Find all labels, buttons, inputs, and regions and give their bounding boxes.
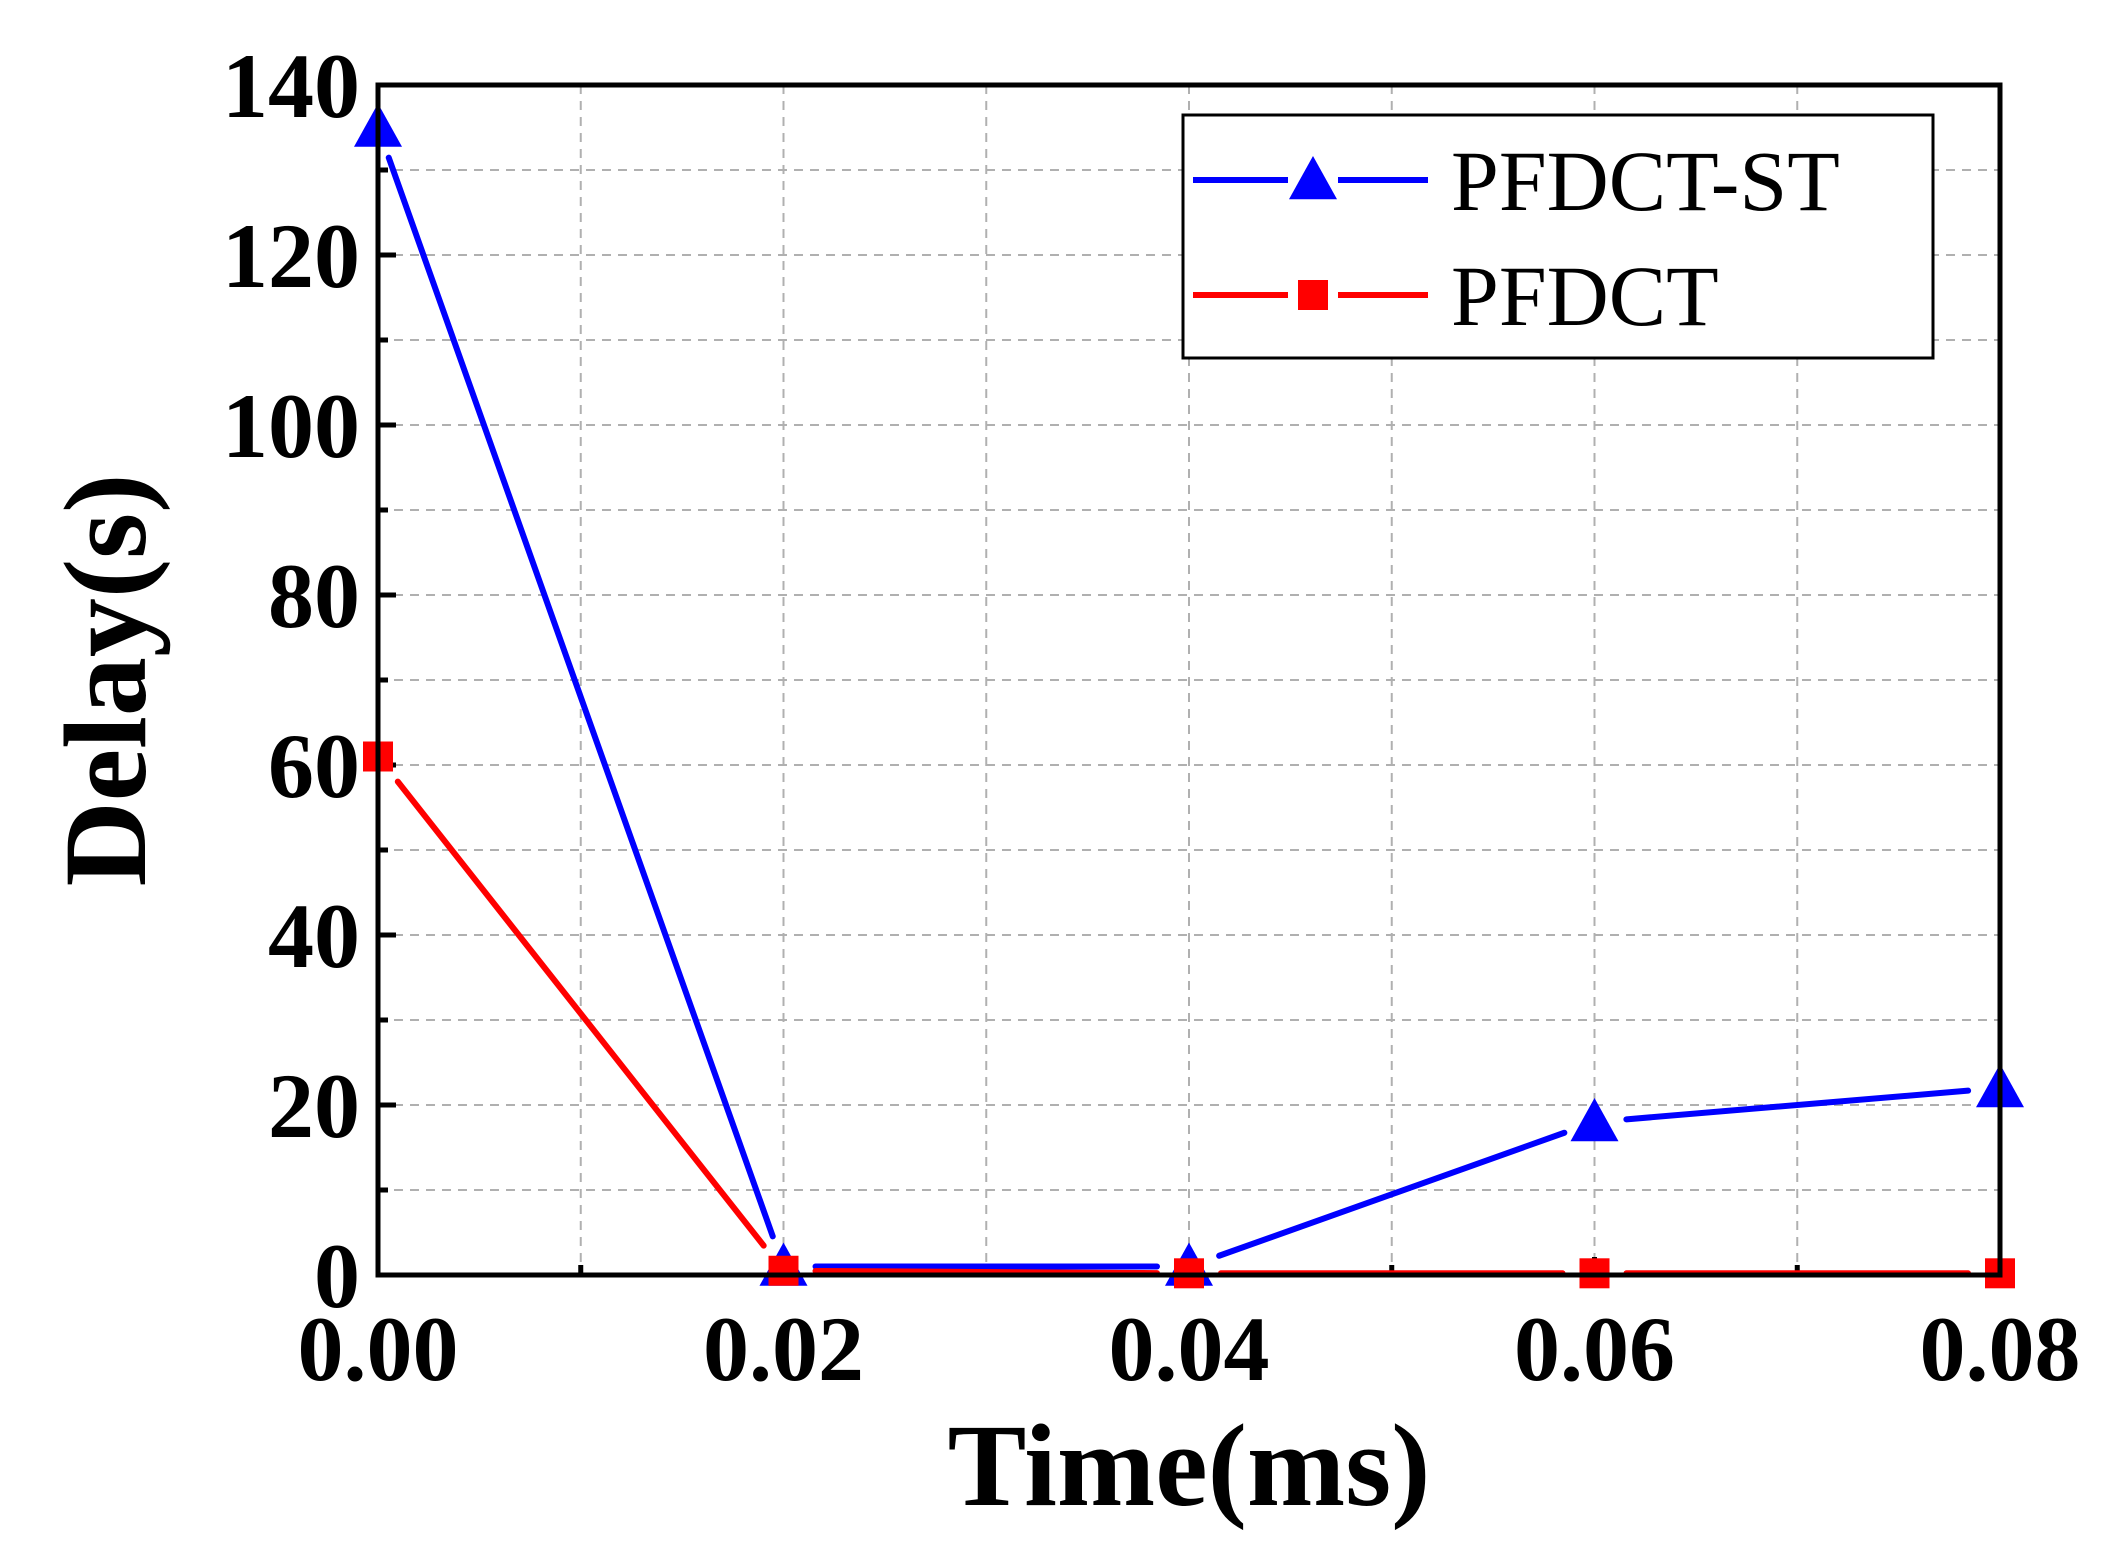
legend-box: [1181, 113, 1935, 360]
y-tick-label: 20: [268, 1055, 360, 1157]
series-line-segment: [1216, 1129, 1568, 1259]
plot-frame: [375, 82, 2003, 1278]
legend: PFDCT-ST PFDCT: [1181, 113, 1935, 360]
legend-item-pfdct-st: PFDCT-ST: [1193, 133, 1840, 229]
x-tick-label: 0.06: [1514, 1298, 1675, 1400]
data-point-marker: [1570, 1098, 1619, 1142]
x-tick-label: 0.00: [298, 1298, 459, 1400]
y-tick-labels: 0 20 40 60 80 100 120 140: [222, 35, 360, 1327]
series-line-segment: [385, 154, 776, 1240]
y-tick-label: 40: [268, 885, 360, 987]
legend-label: PFDCT: [1451, 248, 1719, 344]
y-axis-title: Delay(s): [40, 474, 171, 887]
x-tick-label: 0.04: [1109, 1298, 1270, 1400]
x-tick-labels: 0.00 0.02 0.04 0.06 0.08: [298, 1298, 2081, 1400]
x-tick-label: 0.02: [703, 1298, 864, 1400]
y-tick-label: 120: [222, 205, 360, 307]
x-tick-label: 0.08: [1920, 1298, 2081, 1400]
legend-label: PFDCT-ST: [1451, 133, 1840, 229]
y-tick-label: 60: [268, 715, 360, 817]
series-line-segment: [1623, 1087, 1972, 1123]
y-tick-label: 80: [268, 545, 360, 647]
series-line-segment: [394, 778, 767, 1249]
data-point-marker: [768, 1255, 799, 1286]
x-axis-title: Time(ms): [948, 1400, 1431, 1531]
legend-marker: [1289, 156, 1337, 200]
legend-item-pfdct: PFDCT: [1193, 248, 1719, 344]
y-tick-label: 140: [222, 35, 360, 137]
legend-marker: [1298, 280, 1328, 310]
y-tick-label: 100: [222, 375, 360, 477]
y-tick-label: 0: [314, 1225, 360, 1327]
